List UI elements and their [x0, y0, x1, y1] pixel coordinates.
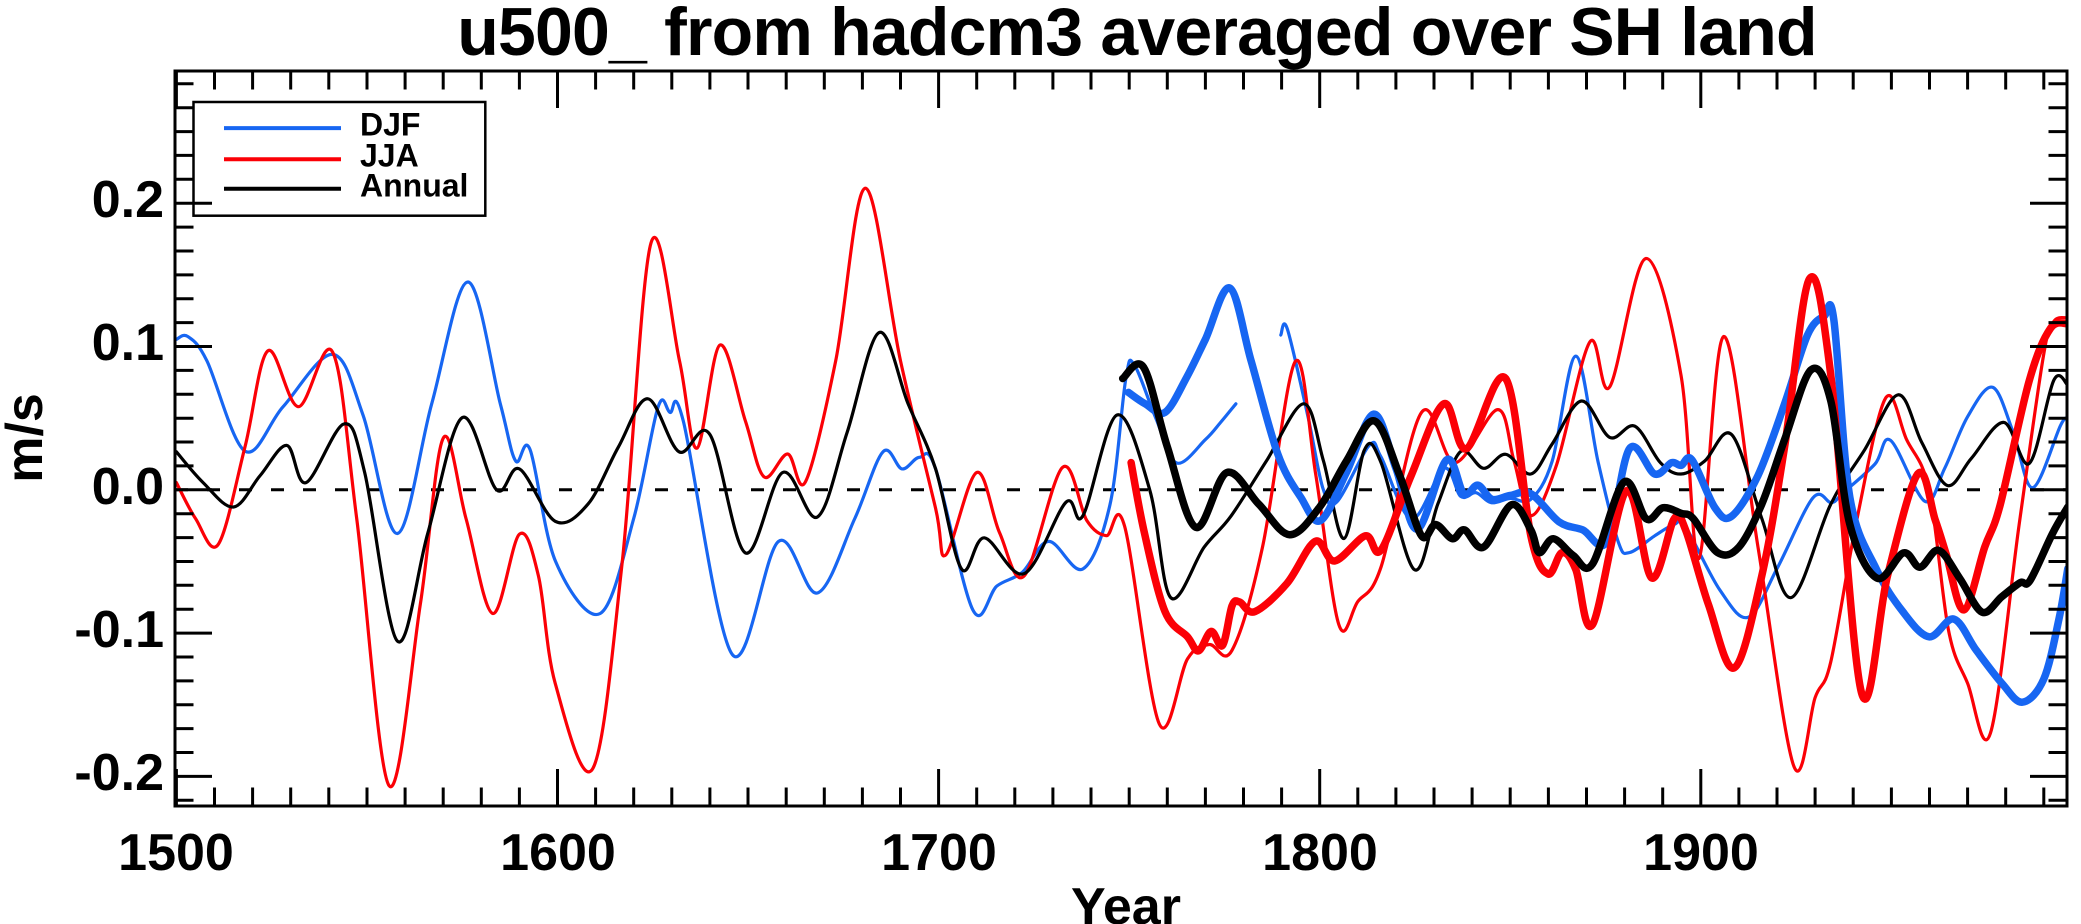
svg-text:u500_ from hadcm3 averaged ove: u500_ from hadcm3 averaged over SH land [457, 0, 1817, 70]
svg-text:-0.1: -0.1 [74, 601, 164, 659]
svg-text:1700: 1700 [881, 824, 997, 882]
svg-text:Annual: Annual [360, 168, 468, 204]
svg-text:Year: Year [1071, 878, 1181, 924]
svg-text:1600: 1600 [500, 824, 616, 882]
svg-text:0.0: 0.0 [92, 458, 164, 516]
svg-text:1500: 1500 [118, 824, 234, 882]
svg-text:-0.2: -0.2 [74, 744, 164, 802]
svg-text:m/s: m/s [0, 393, 54, 483]
svg-text:0.2: 0.2 [92, 171, 164, 229]
svg-text:1900: 1900 [1643, 824, 1759, 882]
svg-text:1800: 1800 [1262, 824, 1378, 882]
svg-text:0.1: 0.1 [92, 314, 164, 372]
svg-text:JJA: JJA [360, 138, 419, 174]
svg-text:DJF: DJF [360, 107, 420, 143]
